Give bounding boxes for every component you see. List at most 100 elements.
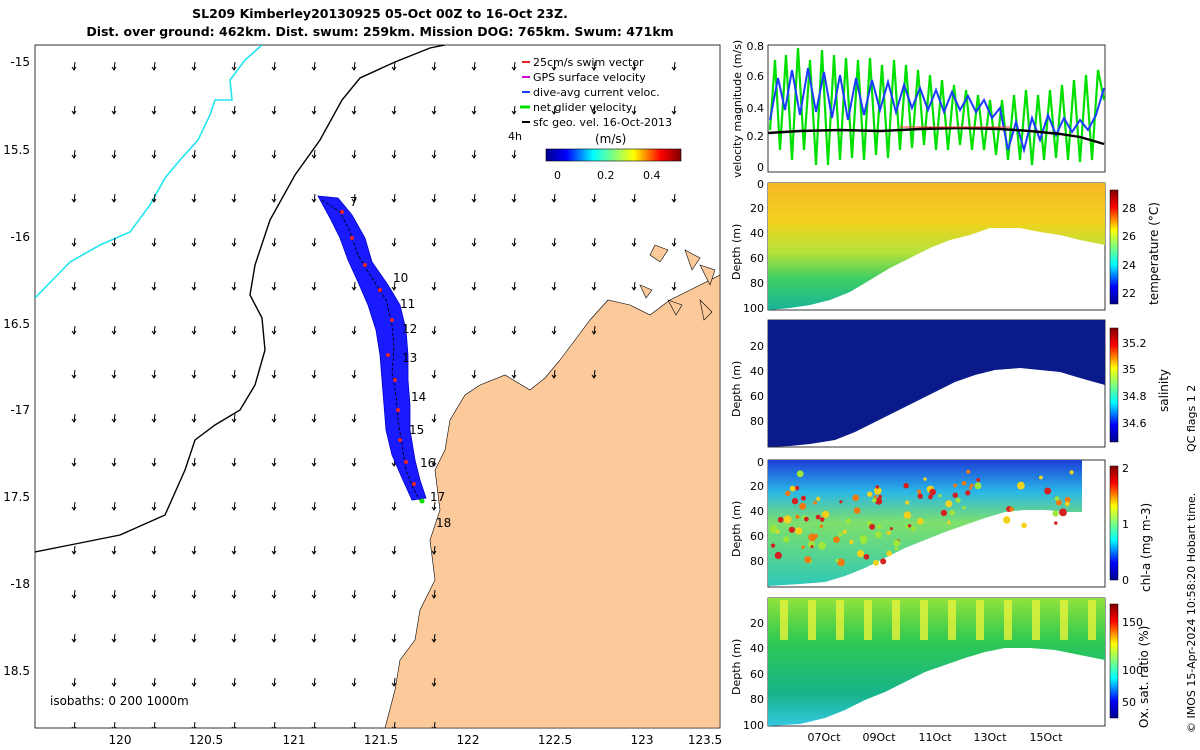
current-arrow [631,281,637,291]
chla-dot [1052,510,1059,517]
current-arrow [591,61,597,71]
current-arrow [151,193,157,203]
chla-dot [872,497,877,503]
chl-tick: 20 [750,480,764,493]
current-arrow [511,237,517,247]
chla-dot [796,470,804,478]
current-arrow [271,149,277,159]
current-arrow [71,633,77,643]
current-arrow [511,281,517,291]
temp-tick: 100 [743,302,764,315]
current-arrow [511,105,517,115]
current-arrow [351,193,357,203]
chla-dot [837,558,845,567]
current-arrow [111,325,117,335]
current-arrow [311,237,317,247]
lon-tick: 123 [631,733,654,747]
chla-dot [859,535,868,543]
credit-text: © IMOS 15-Apr-2024 10:58:20 Hobart time. [1185,493,1198,733]
current-arrow [151,237,157,247]
ox-cbar-label: Ox. sat. ratio (%) [1137,626,1151,728]
chla-dot [1021,522,1027,529]
current-arrow [471,369,477,379]
oxygen-band [920,600,928,640]
current-arrow [311,281,317,291]
current-arrow [311,589,317,599]
current-arrow [391,105,397,115]
chla-dot [853,507,861,514]
velocity-panel: 0 0.2 0.4 0.6 0.8 velocity magnitude (m/… [731,40,1106,178]
ox-tick: 20 [750,617,764,630]
day-label: 14 [411,390,426,404]
current-arrow [351,325,357,335]
chla-dot [839,500,843,504]
current-arrow [231,325,237,335]
current-arrow [271,61,277,71]
chla-dot [819,524,824,528]
chl-colorbar [1109,465,1119,581]
current-arrow [551,281,557,291]
current-arrow [471,149,477,159]
lon-tick: 121 [283,733,306,747]
lon-tick: 122 [457,733,480,747]
chla-hotspots [769,469,1074,567]
temperature-field [768,183,1105,310]
current-arrow [151,369,157,379]
current-arrow [551,105,557,115]
temp-colorbar [1109,189,1119,305]
current-arrow [151,501,157,511]
chla-dot [878,494,882,499]
current-arrow [311,545,317,555]
temp-tick: 80 [750,277,764,290]
chla-dot [880,558,887,565]
current-arrow [111,501,117,511]
latitude-axis: -15 15.5 -16 16.5 -17 17.5 -18 18.5 [3,55,30,678]
chla-dot [874,487,882,495]
current-arrow [191,721,197,728]
sal-tick: 40 [750,365,764,378]
map-legend: 25cm/s swim vector GPS surface velocity … [508,56,672,143]
lat-tick: 18.5 [3,664,30,678]
current-arrow [191,149,197,159]
current-arrow [191,61,197,71]
speed-colorbar: (m/s) 0 0.2 0.4 [545,132,682,182]
current-arrow [71,589,77,599]
chla-dot [938,494,942,498]
legend-entry: sfc geo. vel. 16-Oct-2013 [533,116,672,129]
chla-dot [1054,496,1060,501]
current-arrow [191,501,197,511]
current-arrow [591,369,597,379]
colorbar-label: (m/s) [595,132,626,146]
temp-tick: 20 [750,202,764,215]
chla-dot [910,526,916,532]
current-arrow [551,61,557,71]
current-arrow [471,325,477,335]
current-arrow [631,237,637,247]
day-label: 13 [402,351,417,365]
current-arrow [311,325,317,335]
current-arrow [111,193,117,203]
current-arrow [351,149,357,159]
current-arrow [271,545,277,555]
current-arrow [151,281,157,291]
current-arrow [351,677,357,687]
colorbar-tick: 0.2 [597,169,615,182]
oxygen-panel: 20 40 60 80 100 Depth (m) 150 100 50 Ox.… [730,597,1151,732]
chla-dot [875,531,882,539]
chla-dot [917,518,924,525]
current-arrow [271,325,277,335]
lon-tick: 120.5 [189,733,223,747]
current-arrow [431,193,437,203]
chla-dot [952,492,958,498]
sal-cbar-tick: 35 [1122,363,1136,376]
current-arrow [271,677,277,687]
current-arrow [71,325,77,335]
current-arrow [111,369,117,379]
vel-tick: 0.2 [747,130,765,143]
isobath-200m [35,45,263,299]
vel-tick: 0.8 [747,40,765,53]
current-arrow [231,545,237,555]
sal-cbar-label: salinity [1157,369,1171,412]
current-arrow [151,721,157,728]
chla-dot [873,495,877,499]
